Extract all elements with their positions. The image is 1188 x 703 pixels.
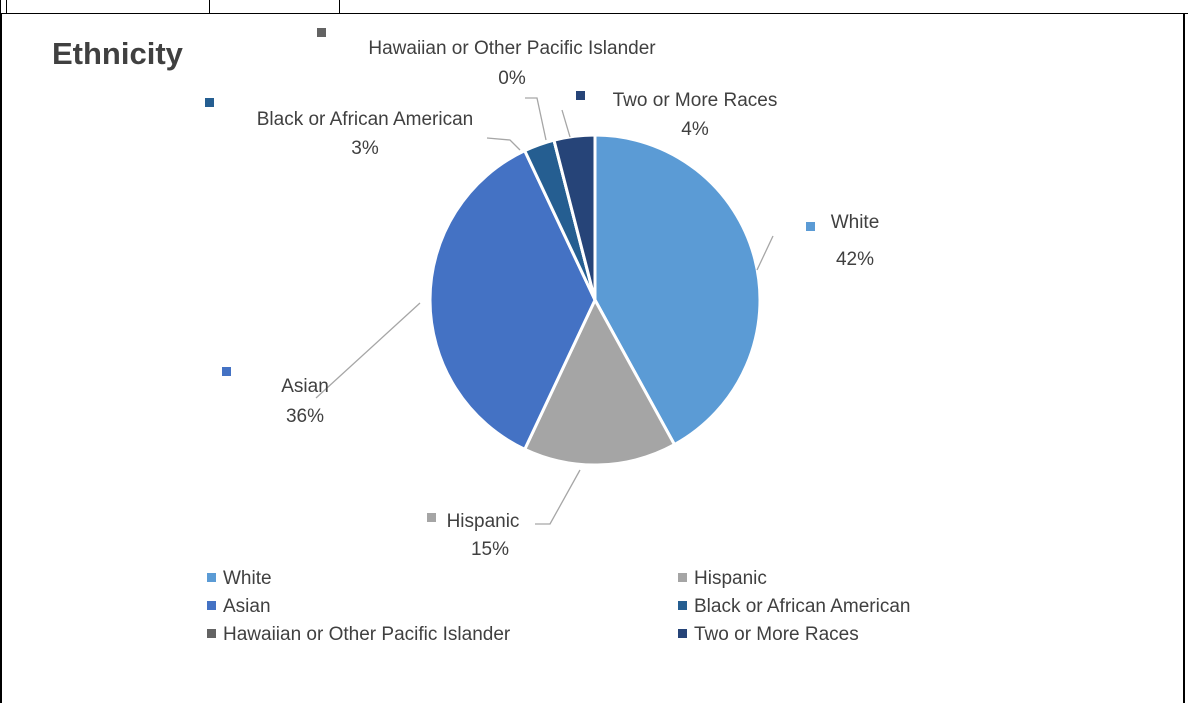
data-label-name-asian: Asian [281,376,329,397]
leader-line-hawaiian-or-other-pacific-islander [525,97,547,141]
leader-line-two-or-more-races [561,109,571,138]
legend-entry-asian: Asian [223,596,271,617]
legend-marker-hawaiian-or-other-pacific-islander [207,629,216,638]
label-marker-hispanic [427,513,436,522]
label-marker-two-or-more-races [576,91,585,100]
legend-marker-two-or-more-races [678,629,687,638]
leader-line-hispanic [535,469,581,525]
data-label-name-hispanic: Hispanic [447,511,520,532]
header-divider [209,0,210,14]
label-marker-asian [222,367,231,376]
data-label-name-white: White [831,212,880,233]
data-label-value-black-or-african-american: 3% [351,138,379,159]
data-label-value-hawaiian-or-other-pacific-islander: 0% [498,68,526,89]
chart-frame [0,13,1188,703]
leader-lines [315,97,774,525]
slice-white [593,133,762,447]
legend-entry-hispanic: Hispanic [694,568,767,589]
data-label-value-hispanic: 15% [471,539,509,560]
chart-title: Ethnicity [52,36,184,71]
legend-marker-black-or-african-american [678,601,687,610]
label-marker-black-or-african-american [205,98,214,107]
data-label-value-two-or-more-races: 4% [681,119,709,140]
leader-line-white [756,235,774,271]
data-label-value-white: 42% [836,249,874,270]
pie-slices [428,133,762,467]
label-marker-white [806,222,815,231]
legend: White Hispanic Asian Black or African Ameri… [207,568,910,645]
legend-marker-hispanic [678,573,687,582]
slice-two-or-more-races [552,133,597,302]
leader-line-asian [315,302,421,399]
data-label-name-two-or-more-races: Two or More Races [613,90,778,111]
data-labels: White 42% Hispanic 15% Asian 36% Black or Afri… [205,28,879,560]
data-label-value-asian: 36% [286,406,324,427]
legend-entry-two-or-more-races: Two or More Races [694,624,859,645]
slice-hispanic [523,298,676,467]
data-label-name-black-or-african-american: Black or African American [257,109,473,130]
label-marker-hawaiian-or-other-pacific-islander [317,28,326,37]
frame-tick [6,0,7,13]
legend-entry-black-or-african-american: Black or African American [694,596,910,617]
legend-entry-hawaiian-or-other-pacific-islander: Hawaiian or Other Pacific Islander [223,624,511,645]
legend-marker-asian [207,601,216,610]
leader-line-black-or-african-american [486,137,521,151]
legend-marker-white [207,573,216,582]
legend-entry-white: White [223,568,272,589]
chart-frame-right-border [1183,13,1185,703]
slice-asian [428,149,597,451]
data-label-name-hawaiian-or-other-pacific-islander: Hawaiian or Other Pacific Islander [368,38,656,59]
